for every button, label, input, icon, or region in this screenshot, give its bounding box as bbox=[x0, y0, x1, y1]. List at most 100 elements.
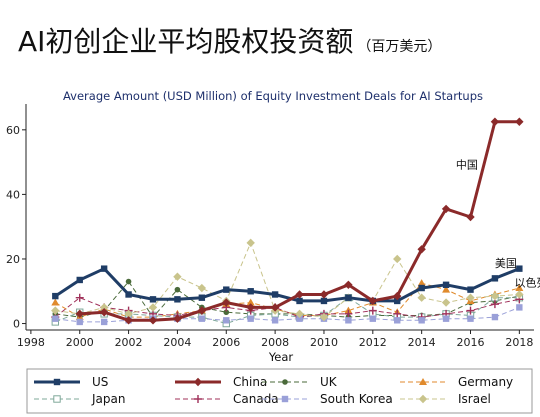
data-point-china bbox=[344, 280, 353, 289]
data-point-us bbox=[100, 265, 108, 272]
data-point-south-korea bbox=[369, 315, 377, 322]
legend-label-canada: Canada bbox=[233, 392, 279, 406]
x-tick-label: 2008 bbox=[261, 336, 289, 349]
x-tick-label: 2012 bbox=[359, 336, 387, 349]
data-point-israel bbox=[515, 290, 524, 299]
data-point-us bbox=[296, 297, 303, 305]
legend-label-uk: UK bbox=[320, 375, 338, 389]
x-tick-label: 2010 bbox=[310, 336, 338, 349]
y-tick-label: 40 bbox=[6, 188, 20, 201]
data-point-israel bbox=[466, 293, 475, 302]
data-point-china bbox=[441, 204, 451, 214]
heading-unit: （百万美元） bbox=[357, 39, 442, 55]
legend-marker-germany bbox=[419, 378, 427, 385]
data-point-canada bbox=[344, 309, 353, 318]
annotation-label: 以色列 bbox=[514, 275, 540, 289]
data-point-israel bbox=[490, 291, 500, 301]
data-point-israel bbox=[319, 312, 329, 322]
legend-marker-israel bbox=[418, 394, 428, 404]
data-point-south-korea bbox=[223, 317, 230, 324]
data-point-israel bbox=[51, 306, 60, 315]
x-tick-label: 2016 bbox=[457, 336, 485, 349]
data-point-us bbox=[125, 291, 132, 298]
data-point-germany bbox=[442, 285, 451, 293]
data-point-china bbox=[368, 296, 378, 306]
legend-marker-china bbox=[193, 377, 203, 387]
legend: US China UK Germany Japan Canada South Korea Is… bbox=[26, 368, 533, 414]
legend-marker-uk bbox=[282, 379, 288, 385]
data-point-israel bbox=[197, 283, 207, 293]
data-point-south-korea bbox=[100, 318, 108, 326]
x-tick-label: 2004 bbox=[163, 336, 191, 349]
data-point-south-korea bbox=[271, 317, 279, 324]
data-point-canada bbox=[466, 306, 475, 315]
x-tick-label: 1998 bbox=[17, 336, 45, 349]
heading-title: AI初创企业平均股权投资额 bbox=[18, 25, 354, 58]
data-point-uk bbox=[174, 286, 181, 293]
data-point-us bbox=[76, 276, 83, 284]
x-tick-label: 2006 bbox=[212, 336, 240, 349]
data-point-germany bbox=[51, 298, 60, 306]
annotation-label: 美国 bbox=[495, 257, 517, 270]
legend-marker-us bbox=[53, 378, 61, 386]
data-point-south-korea bbox=[52, 315, 59, 322]
data-point-china bbox=[295, 290, 304, 299]
data-point-south-korea bbox=[467, 315, 474, 322]
data-point-us bbox=[271, 291, 279, 298]
data-point-china bbox=[466, 212, 475, 222]
data-point-south-korea bbox=[76, 318, 83, 326]
legend-label-germany: Germany bbox=[458, 375, 513, 389]
data-point-us bbox=[516, 265, 523, 272]
data-point-china bbox=[270, 303, 280, 312]
data-point-us bbox=[442, 281, 450, 288]
y-tick-label: 0 bbox=[13, 318, 20, 331]
data-point-china bbox=[319, 290, 329, 299]
y-tick-label: 60 bbox=[6, 124, 20, 137]
x-tick-label: 2000 bbox=[66, 336, 94, 349]
x-tick-label: 2014 bbox=[408, 336, 436, 349]
series-israel bbox=[51, 238, 524, 322]
data-point-china bbox=[148, 316, 158, 325]
data-point-us bbox=[320, 297, 328, 305]
data-point-canada bbox=[75, 293, 84, 302]
data-point-us bbox=[345, 294, 352, 301]
data-point-china bbox=[417, 245, 426, 254]
data-point-us bbox=[198, 294, 206, 301]
data-point-china bbox=[124, 316, 133, 325]
data-point-china bbox=[393, 291, 402, 301]
series-line-japan bbox=[55, 297, 520, 324]
data-point-china bbox=[99, 308, 109, 317]
series-china bbox=[75, 117, 524, 325]
data-point-china bbox=[75, 309, 84, 319]
data-point-israel bbox=[148, 303, 158, 312]
series-line-south-korea bbox=[55, 306, 520, 323]
series-line-uk bbox=[55, 281, 520, 318]
data-point-germany bbox=[515, 284, 524, 292]
data-point-china bbox=[222, 298, 231, 307]
data-point-israel bbox=[246, 238, 255, 248]
data-point-south-korea bbox=[296, 315, 303, 322]
data-point-us bbox=[52, 292, 59, 300]
data-point-south-korea bbox=[418, 317, 425, 324]
chart-title: Average Amount (USD Million) of Equity I… bbox=[63, 89, 483, 103]
data-point-germany bbox=[417, 279, 426, 287]
data-point-us bbox=[247, 288, 254, 295]
data-point-israel bbox=[99, 303, 109, 312]
data-point-us bbox=[149, 296, 157, 303]
data-point-israel bbox=[417, 293, 426, 302]
data-point-south-korea bbox=[345, 317, 352, 324]
series-us bbox=[52, 265, 523, 305]
data-point-israel bbox=[173, 272, 182, 281]
series-line-us bbox=[54, 267, 520, 303]
data-point-south-korea bbox=[394, 317, 401, 324]
data-point-south-korea bbox=[247, 315, 254, 322]
y-tick-label: 20 bbox=[6, 253, 20, 266]
data-point-china bbox=[246, 303, 255, 312]
legend-marker-south-korea bbox=[281, 395, 289, 403]
x-tick-label: 2018 bbox=[505, 336, 533, 349]
data-point-china bbox=[173, 314, 182, 323]
data-point-canada bbox=[393, 309, 402, 318]
data-point-israel bbox=[124, 309, 133, 319]
page-heading: AI初创企业平均股权投资额 （百万美元） bbox=[18, 20, 441, 60]
data-point-us bbox=[174, 296, 181, 303]
